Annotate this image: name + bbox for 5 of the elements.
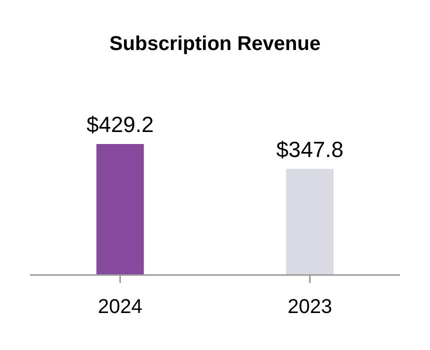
- x-tick-label: 2023: [288, 296, 332, 318]
- chart-title: Subscription Revenue: [109, 33, 321, 55]
- data-label: $429.2: [86, 112, 154, 137]
- data-label: $347.8: [276, 136, 344, 162]
- x-tick-label: 2024: [98, 296, 142, 318]
